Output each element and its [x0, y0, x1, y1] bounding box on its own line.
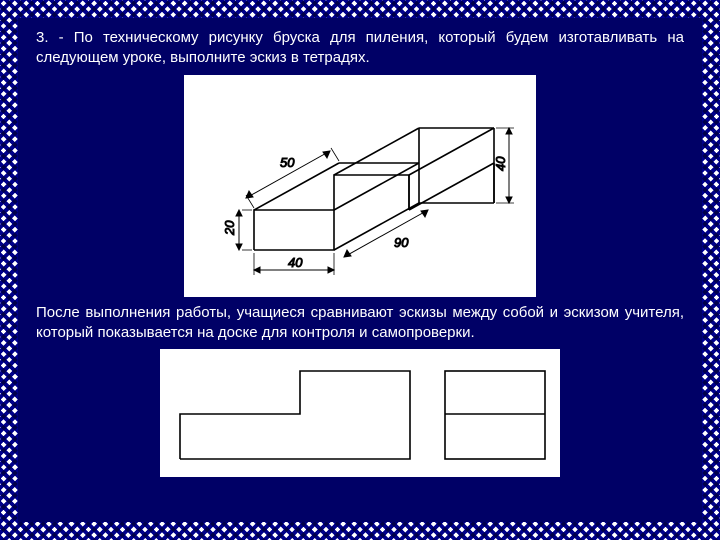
dim-width: 40	[288, 255, 303, 270]
after-text-1: После выполнения работы, учащиеся сравни…	[36, 304, 497, 321]
ortho-svg	[160, 349, 560, 477]
content-area: 3. - По техническому рисунку бруска для …	[18, 18, 702, 522]
dim-height-total: 40	[493, 155, 508, 170]
slide-frame: 3. - По техническому рисунку бруска для …	[0, 0, 720, 540]
task-text-line1: По техническому рисунку бруска для пилен…	[74, 29, 549, 46]
after-text-3: контроля и самопроверки.	[292, 324, 475, 341]
iso-svg: 40 90 40	[184, 75, 536, 297]
dim-height-lower: 20	[222, 219, 237, 235]
orthographic-drawing	[160, 349, 560, 477]
after-paragraph: После выполнения работы, учащиеся сравни…	[36, 303, 684, 344]
dim-notch: 50	[280, 155, 295, 170]
task-paragraph: 3. - По техническому рисунку бруска для …	[36, 28, 684, 69]
isometric-drawing: 40 90 40	[184, 75, 536, 297]
dim-depth: 90	[394, 235, 409, 250]
task-number: 3. -	[36, 29, 64, 46]
